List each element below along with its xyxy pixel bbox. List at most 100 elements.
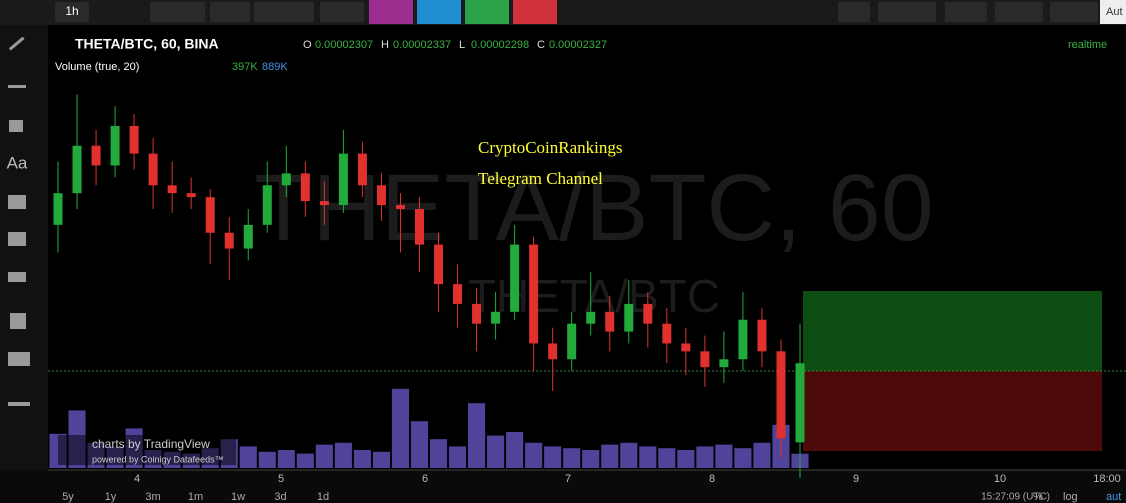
profit-zone [803,291,1102,371]
time-label: 6 [422,473,428,485]
candle-body [414,209,424,245]
candle-body [91,145,101,166]
candle-body [681,343,691,352]
ext-button[interactable] [369,0,413,24]
volume-bar [715,444,733,468]
symbol-title: THETA/BTC, 60, BINA [75,36,219,52]
annotation: Telegram Channel [478,169,603,188]
ohlc-label: L [459,39,465,51]
load-button[interactable] [995,2,1043,22]
auto-button[interactable] [1100,0,1126,24]
fib-tool[interactable] [8,85,26,88]
text-tool[interactable]: Aa [7,153,28,172]
range-button[interactable]: 1w [231,491,245,503]
candle-body [491,311,501,324]
interval-button[interactable] [55,2,89,22]
snapshot-button[interactable] [945,2,987,22]
volume-bar [563,448,581,468]
range-button[interactable]: 5y [62,491,74,503]
brush-tool[interactable] [9,120,23,132]
buy-button[interactable] [465,0,509,24]
more-tools[interactable] [8,402,30,406]
indicators-button[interactable] [254,2,314,22]
auto-label[interactable]: Aut [1106,6,1123,18]
ohlc-value: 0.00002298 [471,39,529,51]
range-button[interactable]: 1y [105,491,117,503]
volume-bar [734,448,752,468]
trend-tool[interactable] [8,36,25,51]
candle-body [624,303,634,332]
share-button[interactable] [417,0,461,24]
candle-body [224,232,234,249]
branding-line: charts by TradingView [92,437,210,451]
volume-bar [315,444,333,468]
volume-bar [410,421,429,468]
ohlc-label: O [303,39,312,51]
volume-bar [277,450,295,468]
fullscreen-button[interactable] [838,2,870,22]
time-label: 5 [278,473,284,485]
pattern-tool[interactable] [8,195,26,209]
ohlc-value: 0.00002307 [315,39,373,51]
volume-value: 397K [232,61,258,73]
candle-body [643,303,653,324]
candle-body [738,319,748,360]
sell-button[interactable] [513,0,557,24]
candle-body [472,303,482,324]
chart-style-button[interactable] [150,2,205,22]
annotation: CryptoCoinRankings [478,138,623,157]
candle-body [53,193,63,225]
candle-body [700,351,710,368]
volume-bar [372,451,390,468]
volume-bar [429,439,448,468]
candle-body [776,351,786,439]
candle-body [376,185,386,206]
back-tool[interactable] [8,272,26,282]
ohlc-value: 0.00002337 [393,39,451,51]
percent-toggle[interactable]: % [1033,491,1043,503]
branding-line: powered by Coinigy Datafeeds™ [92,454,224,464]
volume-bar [544,446,562,468]
candle-body [510,244,520,312]
candle-body [167,185,177,194]
log-toggle[interactable]: log [1063,491,1078,503]
volume-bar [506,432,524,468]
save-button[interactable] [1050,2,1098,22]
volume-bar [753,442,771,468]
candle-body [205,197,215,233]
settings-button[interactable] [210,2,250,22]
ruler-tool[interactable] [8,352,30,366]
time-label: 7 [565,473,571,485]
realtime-status: realtime [1068,39,1107,51]
range-button[interactable]: 1d [317,491,329,503]
candle-body [110,125,120,166]
left-toolbar [0,25,48,503]
auto-toggle[interactable]: aut [1106,491,1121,503]
volume-bar [468,403,486,468]
candle-body [395,205,405,209]
volume-bar [239,446,257,468]
compare-button[interactable] [320,2,364,22]
bottom-area [0,470,1126,503]
volume-bar [353,450,371,468]
candle-body [795,363,805,443]
interval-label[interactable]: 1h [65,4,78,18]
range-button[interactable]: 1m [188,491,203,503]
volume-bar [658,448,676,468]
tool-icons [8,36,30,406]
range-button[interactable]: 3d [274,491,286,503]
volume-title: Volume (true, 20) [55,61,139,73]
candle-body [72,145,82,194]
candle-body [434,244,444,285]
time-label: 8 [709,473,715,485]
range-button[interactable]: 3m [145,491,160,503]
zoom-tool[interactable] [10,313,26,329]
undo-redo-button[interactable] [878,2,936,22]
candle-body [605,311,615,332]
ohlc-value: 0.00002327 [549,39,607,51]
volume-bar [601,444,619,468]
volume-bar [525,442,543,468]
ohlc-label: H [381,39,389,51]
measure-tool[interactable] [8,232,26,246]
